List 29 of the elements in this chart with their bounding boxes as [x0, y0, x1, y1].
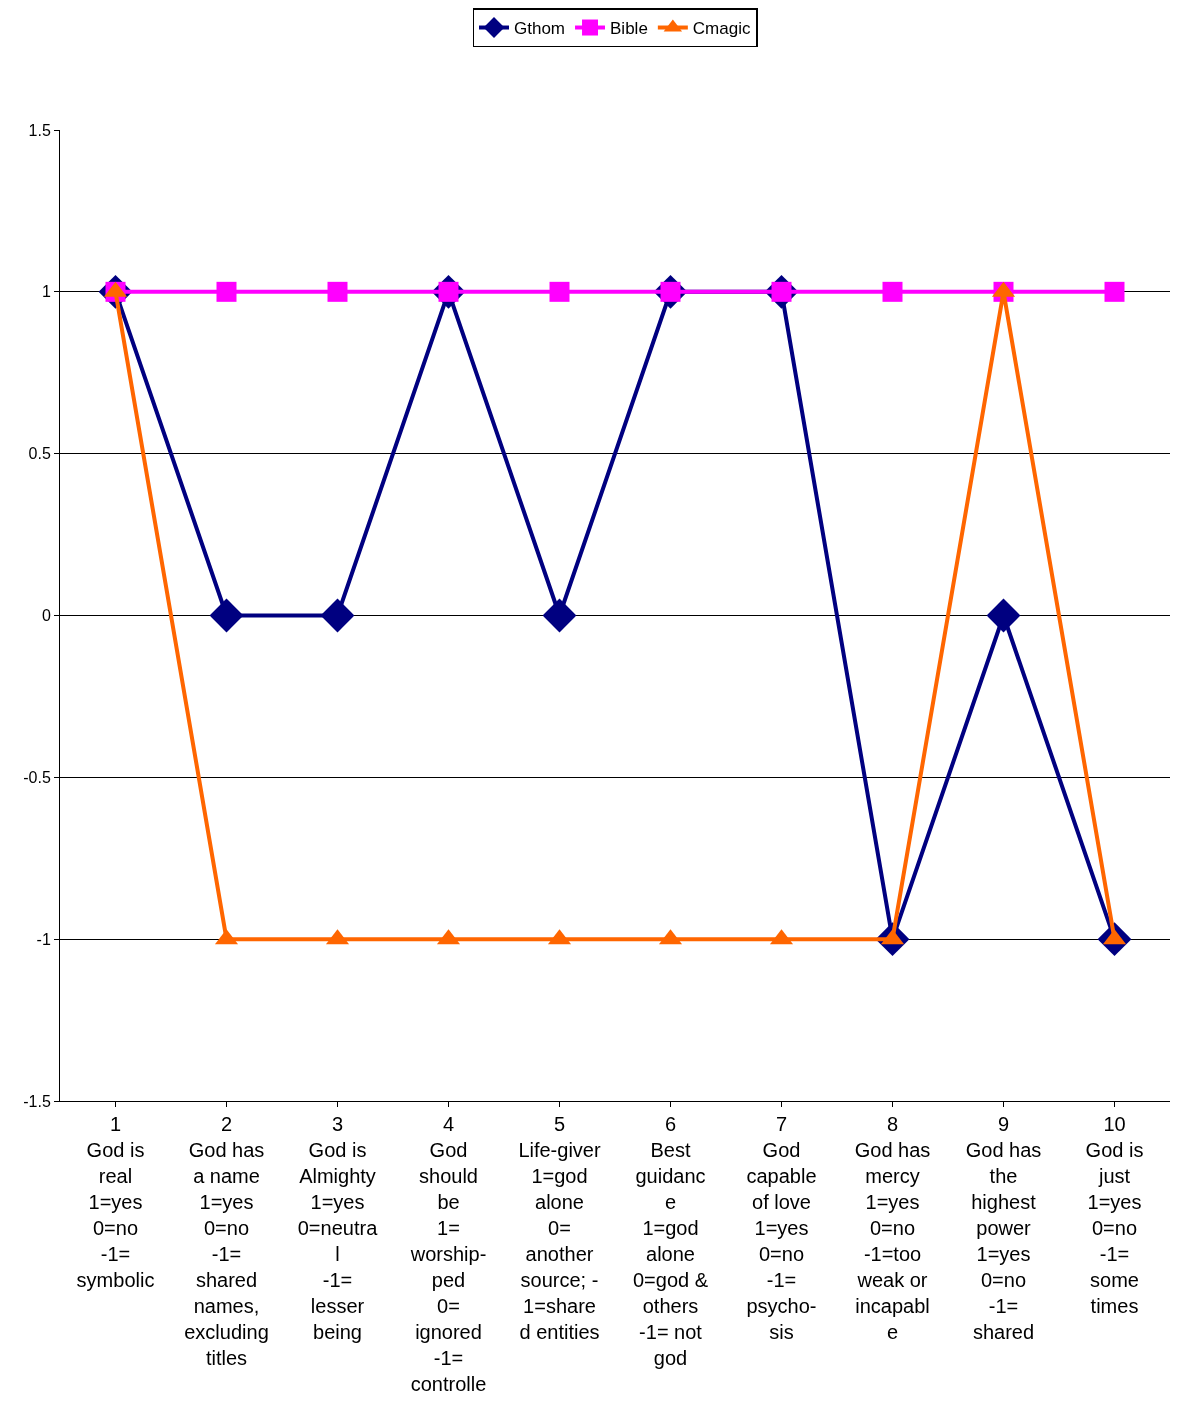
- point: [216, 281, 237, 302]
- legend-label: Gthom: [514, 19, 566, 39]
- legend-label: Bible: [610, 19, 648, 39]
- point: [320, 598, 355, 633]
- point: [986, 598, 1021, 633]
- y-tick-label: 1.5: [28, 121, 51, 139]
- y-tick-label: 1: [41, 283, 51, 301]
- point: [1104, 281, 1125, 302]
- y-tick-label: -0.5: [23, 768, 51, 786]
- category-label: 2 God has a name 1=yes 0=no -1= shared names, excluding titles: [184, 1113, 269, 1369]
- x-tick-label: 1 God is real 1=yes 0=no -1= symbolic: [76, 1113, 155, 1291]
- y-tick-label: -1: [36, 930, 51, 948]
- category-label: 5 Life-giver 1=god alone 0= another source; - 1=share d entities: [518, 1113, 601, 1343]
- category-label: 6 Best guidanc e 1=god alone 0=god & others -1= not god: [632, 1113, 709, 1369]
- y-tick-label: 0: [41, 607, 51, 625]
- point: [209, 598, 244, 633]
- category-label: 9 God has the highest power 1=yes 0=no -1= shared: [965, 1113, 1042, 1343]
- y-tick-label: -1.5: [23, 1092, 51, 1110]
- point: [327, 281, 348, 302]
- x-tick-label: 10 God is just 1=yes 0=no -1= some times: [1085, 1113, 1144, 1317]
- y-tick-label: 0.5: [28, 445, 51, 463]
- point: [549, 281, 570, 302]
- category-label: 3 God is Almighty 1=yes 0=neutra l -1= lesser being: [297, 1113, 378, 1343]
- point: [882, 281, 903, 302]
- point: [542, 598, 577, 633]
- category-label: 8 God has mercy 1=yes 0=no -1=too weak or incapabl e: [854, 1113, 931, 1343]
- category-label: 4 God should be 1= worship- ped 0= ignored -1= controlle: [410, 1113, 487, 1395]
- category-label: 7 God capable of love 1=yes 0=no -1= psycho- sis: [746, 1113, 817, 1343]
- legend-label: Cmagic: [692, 19, 751, 39]
